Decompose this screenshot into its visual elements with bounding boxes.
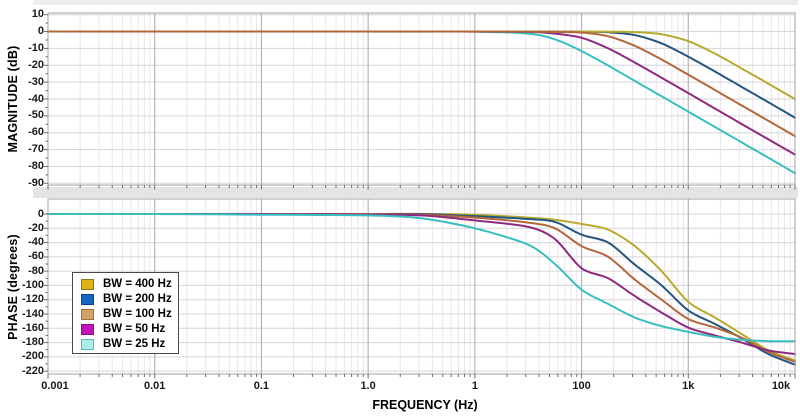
legend-swatch-icon — [81, 324, 94, 335]
phase-ytick-label: -120 — [21, 293, 44, 306]
phase-ytick-label: -60 — [28, 250, 44, 263]
legend-swatch-icon — [81, 309, 94, 320]
legend-box: BW = 400 Hz BW = 200 Hz BW = 100 Hz BW = 50… — [72, 272, 179, 354]
magnitude-ytick-label: -70 — [28, 143, 44, 156]
phase-ytick-label: -140 — [21, 307, 44, 320]
phase-curves — [47, 212, 796, 366]
major-vertical-gridlines — [154, 13, 689, 185]
phase-ytick-label: -20 — [28, 221, 44, 234]
frequency-axis-title: FREQUENCY (Hz) — [372, 398, 478, 412]
phase-ytick-label: -200 — [21, 350, 44, 363]
phase-ytick-label: -160 — [21, 321, 44, 334]
magnitude-ytick-label: -30 — [28, 75, 44, 88]
legend-swatch-icon — [81, 279, 94, 290]
magnitude-y-ticks — [44, 14, 48, 184]
x-tick-label-10k: 10k — [771, 380, 791, 392]
x-tick-label-1.0: 1.0 — [360, 380, 376, 392]
phase-plot-border — [47, 198, 796, 375]
top-strip — [33, 0, 798, 5]
curve-magnitude-bw-100 — [47, 30, 796, 138]
legend-swatch-icon — [81, 339, 94, 350]
legend-label: BW = 200 Hz — [103, 293, 172, 305]
phase-axis-title: PHASE (degrees) — [6, 234, 20, 340]
magnitude-ytick-label: 10 — [31, 8, 44, 21]
legend-item: BW = 200 Hz — [81, 292, 172, 307]
x-tick-label-0.001: 0.001 — [41, 380, 69, 392]
between-charts-band — [33, 187, 798, 198]
magnitude-ytick-label: 0 — [37, 25, 44, 37]
x-tick-label-1k: 1k — [682, 380, 695, 392]
phase-ytick-label: -180 — [21, 336, 44, 349]
magnitude-chart — [44, 12, 796, 190]
phase-ytick-label: -80 — [28, 264, 44, 277]
legend-item: BW = 100 Hz — [81, 307, 172, 322]
legend-label: BW = 400 Hz — [103, 278, 172, 290]
phase-ytick-label: -100 — [21, 278, 44, 291]
legend-label: BW = 50 Hz — [103, 323, 166, 335]
x-tick-label-0.1: 0.1 — [253, 380, 270, 392]
phase-ytick-label: 0 — [37, 207, 44, 220]
magnitude-ytick-label: -80 — [28, 160, 44, 172]
phase-y-ticks — [44, 213, 48, 372]
legend-swatch-icon — [81, 294, 94, 305]
magnitude-curves — [47, 30, 796, 175]
legend-item: BW = 50 Hz — [81, 322, 172, 337]
magnitude-axis-title: MAGNITUDE (dB) — [6, 45, 20, 153]
legend-label: BW = 100 Hz — [103, 308, 172, 320]
magnitude-ytick-label: -50 — [28, 109, 44, 122]
magnitude-ytick-label: -40 — [28, 92, 44, 105]
x-tick-label-1: 1 — [471, 380, 478, 392]
magnitude-ytick-label: -20 — [28, 58, 44, 71]
legend-label: BW = 25 Hz — [103, 338, 166, 350]
legend-item: BW = 25 Hz — [81, 337, 172, 352]
magnitude-x-ticks — [47, 185, 796, 190]
x-tick-label-0.01: 0.01 — [143, 380, 166, 392]
magnitude-ytick-label: -60 — [28, 126, 44, 139]
phase-ytick-label: -220 — [21, 364, 44, 377]
phase-x-ticks — [47, 374, 796, 379]
magnitude-ytick-label: -90 — [28, 176, 44, 189]
curve-phase-bw-25 — [47, 213, 796, 343]
legend-item: BW = 400 Hz — [81, 277, 172, 292]
x-tick-label-100: 100 — [572, 380, 591, 392]
phase-ytick-label: -40 — [28, 236, 44, 249]
magnitude-ytick-label: -10 — [28, 41, 44, 54]
